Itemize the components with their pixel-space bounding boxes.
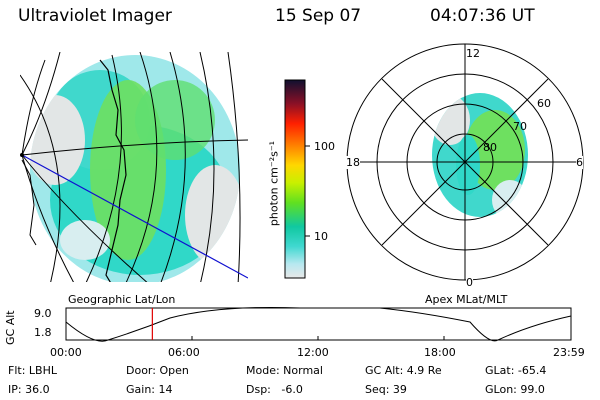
- mlt-label-6: 6: [576, 156, 583, 169]
- coastline-west: [21, 159, 37, 246]
- lat-label-80: 80: [483, 141, 497, 154]
- ip-status: IP: 36.0: [8, 383, 50, 396]
- altitude-ytick-min: 1.8: [34, 326, 52, 339]
- colorbar-gradient: [284, 79, 306, 279]
- terminator-line: [21, 154, 248, 279]
- meridian: [125, 52, 158, 282]
- filter-status: Flt: LBHL: [8, 364, 57, 377]
- altitude-xtick: 12:00: [297, 346, 329, 359]
- meridian: [199, 52, 215, 282]
- altitude-curve: [65, 306, 572, 342]
- parallel: [21, 52, 61, 156]
- altitude-xtick: 00:00: [50, 346, 82, 359]
- altitude-plot-frame: [65, 307, 572, 341]
- altitude-xtick: 23:59: [553, 346, 585, 359]
- time-label: 04:07:36 UT: [430, 6, 535, 26]
- altitude-xtick: 06:00: [168, 346, 200, 359]
- seq-status: Seq: 39: [365, 383, 407, 396]
- altitude-xtick: 18:00: [424, 346, 456, 359]
- parallel: [21, 139, 248, 156]
- colorbar-tick-100: 100: [314, 140, 335, 153]
- dsp-status: Dsp: -6.0: [246, 383, 303, 396]
- polar-panel-label: Apex MLat/MLT: [425, 293, 508, 306]
- parallel: [21, 59, 46, 156]
- mode-status: Mode: Normal: [246, 364, 323, 377]
- date-label: 15 Sep 07: [275, 6, 362, 26]
- coastline: [99, 59, 127, 282]
- mlt-line-diag: [381, 78, 549, 246]
- geo-panel-label: Geographic Lat/Lon: [68, 293, 176, 306]
- mlt-label-18: 18: [346, 156, 360, 169]
- gain-status: Gain: 14: [126, 383, 173, 396]
- glat-status: GLat: -65.4: [485, 364, 547, 377]
- gc-alt-status: GC Alt: 4.9 Re: [365, 364, 442, 377]
- altitude-ytick-max: 9.0: [34, 307, 52, 320]
- lat-label-60: 60: [537, 97, 551, 110]
- colorbar-tick-10: 10: [314, 230, 328, 243]
- parallel: [21, 154, 74, 282]
- meridian: [85, 54, 122, 282]
- meridian: [160, 52, 186, 282]
- altitude-ylabel: GC Alt: [4, 310, 17, 345]
- meridian: [227, 52, 241, 282]
- glon-status: GLon: 99.0: [485, 383, 545, 396]
- parallel: [21, 154, 148, 282]
- instrument-title: Ultraviolet Imager: [18, 6, 172, 26]
- mlt-label-0: 0: [466, 276, 473, 289]
- pole-marker: [20, 153, 24, 157]
- door-status: Door: Open: [126, 364, 189, 377]
- mlt-label-12: 12: [466, 47, 480, 60]
- lat-label-70: 70: [513, 120, 527, 133]
